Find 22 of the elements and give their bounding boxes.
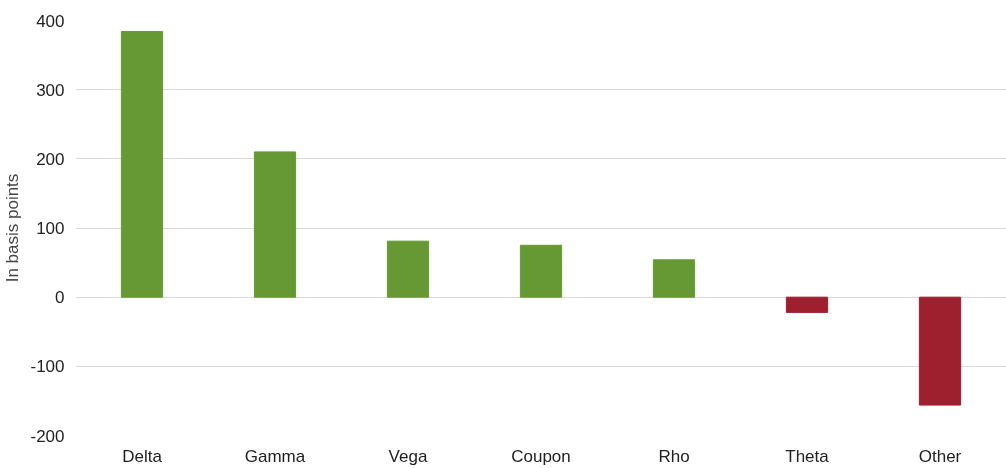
y-axis-title: In basis points <box>3 173 23 283</box>
bar <box>785 296 829 313</box>
y-tick-label: 400 <box>36 11 65 31</box>
y-tick-label: -100 <box>30 357 65 377</box>
bar <box>386 240 430 298</box>
y-tick-label: 300 <box>36 80 65 100</box>
bar <box>918 296 962 406</box>
bar <box>519 244 563 298</box>
bar <box>652 259 696 298</box>
x-tick-label: Other <box>918 446 962 466</box>
x-tick-label: Delta <box>122 446 163 466</box>
y-tick-label: 0 <box>55 288 65 308</box>
x-tick-label: Rho <box>658 446 690 466</box>
x-tick-label: Coupon <box>511 446 571 466</box>
bar <box>120 31 164 298</box>
y-tick-label: 100 <box>36 219 65 238</box>
y-tick-label: 200 <box>36 149 65 169</box>
bar <box>253 151 297 298</box>
x-tick-label: Theta <box>785 446 830 466</box>
x-tick-label: Vega <box>388 446 428 466</box>
y-tick-label: -200 <box>30 426 65 446</box>
x-tick-label: Gamma <box>244 446 306 466</box>
